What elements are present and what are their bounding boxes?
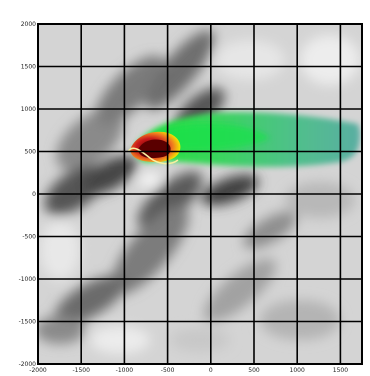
x-axis-tick-labels: -2000 -1500 -1000 -500 0 500 1000 1500 bbox=[29, 367, 348, 374]
x-tick-label: 1000 bbox=[290, 367, 305, 374]
x-tick-label: -1000 bbox=[116, 367, 134, 374]
y-tick-label: -1000 bbox=[19, 276, 37, 283]
plume-source-edge bbox=[127, 147, 179, 165]
x-tick-label: -1500 bbox=[72, 367, 90, 374]
dispersion-plume bbox=[127, 112, 360, 167]
x-tick-label: -2000 bbox=[29, 367, 47, 374]
y-tick-label: 500 bbox=[25, 149, 37, 156]
y-tick-label: -1500 bbox=[19, 319, 37, 326]
y-tick-label: 2000 bbox=[21, 21, 36, 28]
y-tick-label: -500 bbox=[22, 234, 36, 241]
plume-source-core bbox=[138, 139, 171, 158]
y-tick-label: 1000 bbox=[21, 106, 36, 113]
y-axis-tick-labels: 2000 1500 1000 500 0 -500 -1000 -1500 -2000 bbox=[19, 21, 37, 368]
x-tick-label: -500 bbox=[161, 367, 175, 374]
y-tick-label: 1500 bbox=[21, 64, 36, 71]
terrain-background bbox=[38, 24, 362, 364]
x-tick-label: 0 bbox=[209, 367, 213, 374]
plot-frame bbox=[37, 23, 363, 365]
x-tick-label: 500 bbox=[248, 367, 260, 374]
grid-lines bbox=[38, 24, 362, 364]
y-tick-label: 0 bbox=[32, 191, 36, 198]
y-tick-label: -2000 bbox=[19, 361, 37, 368]
x-tick-label: 1500 bbox=[333, 367, 348, 374]
